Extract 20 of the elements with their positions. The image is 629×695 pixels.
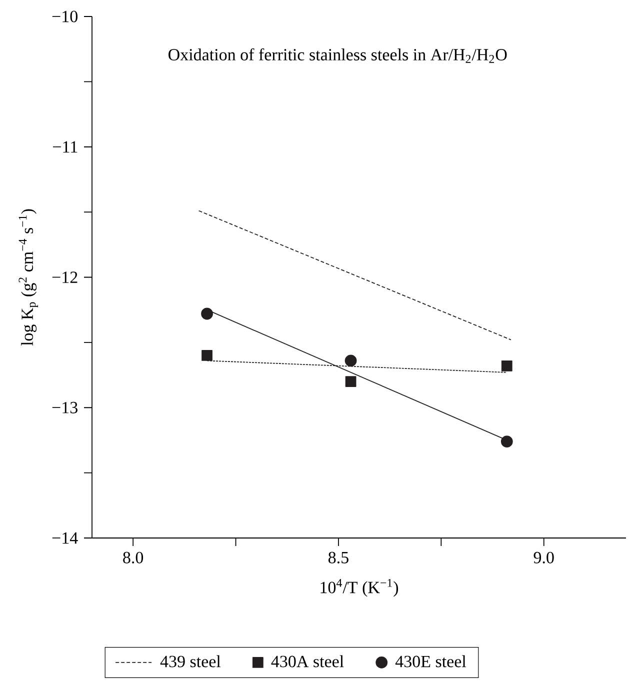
point — [201, 308, 213, 320]
legend-label: 439 steel — [160, 655, 221, 668]
legend-label: 430A steel — [271, 655, 344, 668]
point — [202, 350, 212, 361]
y-tick-label: −11 — [53, 141, 78, 152]
point — [501, 360, 512, 372]
x-tick-label: 9.0 — [534, 552, 554, 564]
legend-label: 430E steel — [395, 655, 466, 668]
y-tick-label: −14 — [52, 532, 78, 544]
text: Oxidation of ferritic stainless steels in Ar/H$_{2}$/H$_{2}$O — [168, 48, 507, 63]
x-tick-label: 8.0 — [123, 552, 144, 564]
point — [345, 376, 356, 387]
text: log K$_{p}$ (g$^{2}$ cm$^{−4}$ s$^{−1}$) — [18, 209, 38, 346]
x-axis-title: 10$^{4}$/T (K$^{−1}$) — [320, 578, 398, 597]
y-tick-label: −13 — [52, 402, 78, 414]
y-tick-label: −10 — [52, 10, 78, 22]
y-tick-label: −12 — [52, 272, 78, 283]
x-tick-label: 8.5 — [328, 552, 348, 564]
point — [344, 354, 357, 367]
point — [500, 436, 513, 448]
